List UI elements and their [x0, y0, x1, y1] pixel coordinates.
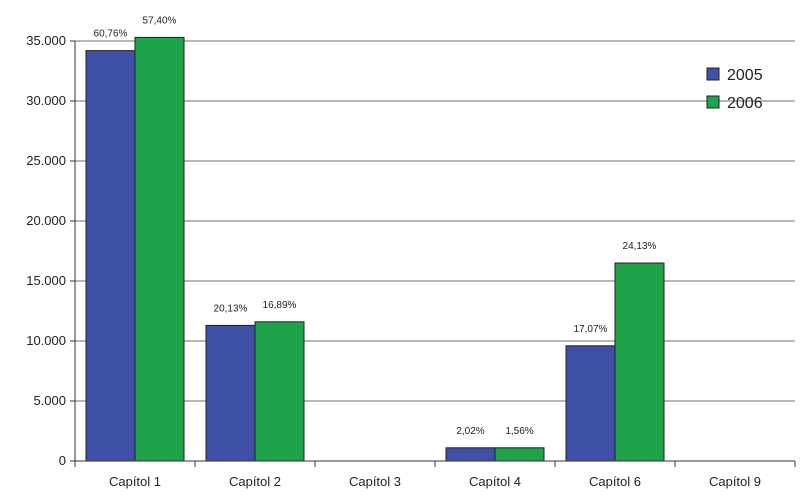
- y-tick-label: 10.000: [26, 333, 66, 348]
- gridlines: [75, 40, 795, 402]
- x-tick-label: Capítol 2: [229, 474, 281, 489]
- x-tick-label: Capítol 6: [589, 474, 641, 489]
- x-tick-label: Capítol 4: [469, 474, 521, 489]
- data-label: 57,40%: [143, 15, 177, 26]
- x-tick-label: Capítol 3: [349, 474, 401, 489]
- bar-2006: [494, 447, 545, 462]
- y-tick-label: 0: [59, 453, 66, 468]
- bar-2005: [445, 447, 496, 462]
- bar-2005: [565, 345, 616, 462]
- bar-2006: [134, 36, 185, 462]
- data-label: 60,76%: [94, 29, 128, 40]
- bar-2006: [614, 262, 665, 462]
- data-label: 2,02%: [456, 426, 484, 437]
- y-tick-label: 20.000: [26, 213, 66, 228]
- data-label: 17,07%: [574, 324, 608, 335]
- bar-2005: [85, 50, 136, 462]
- data-label: 16,89%: [263, 300, 297, 311]
- legend-swatch: [706, 67, 720, 81]
- data-label: 1,56%: [505, 426, 533, 437]
- legend-label: 2006: [727, 95, 763, 112]
- legend-label: 2005: [727, 67, 763, 84]
- bar-2006: [254, 321, 305, 462]
- y-tick-label: 5.000: [33, 393, 66, 408]
- y-tick-label: 30.000: [26, 93, 66, 108]
- legend-swatch: [706, 95, 720, 109]
- data-label: 20,13%: [214, 303, 248, 314]
- y-tick-label: 25.000: [26, 153, 66, 168]
- data-label: 24,13%: [623, 241, 657, 252]
- y-tick-label: 15.000: [26, 273, 66, 288]
- legend: 2005 2006: [706, 67, 763, 112]
- y-tick-label: 35.000: [26, 33, 66, 48]
- bars: [85, 36, 665, 462]
- axes: 0 5.000 10.000 15.000 20.000 25.000 30.000 35.0…: [26, 33, 796, 489]
- x-tick-label: Capítol 9: [709, 474, 761, 489]
- x-tick-label: Capítol 1: [109, 474, 161, 489]
- bar-2005: [205, 324, 256, 462]
- data-labels: 60,76% 57,40% 20,13% 16,89% 2,02% 1,56% 17,07%…: [94, 15, 657, 436]
